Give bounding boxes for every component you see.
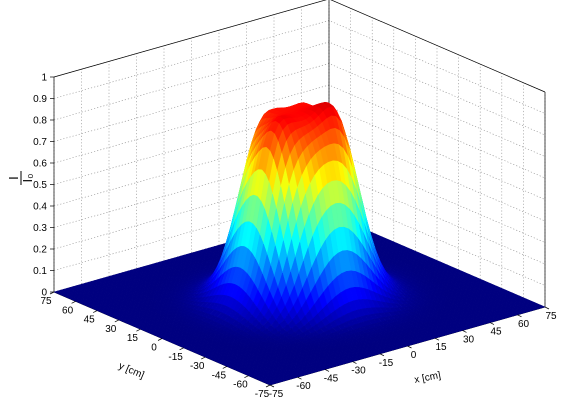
x-tick-label: 0 — [411, 350, 417, 361]
z-tick-label: 0.5 — [33, 180, 47, 191]
y-tick-mark — [201, 356, 206, 360]
y-tick-mark — [71, 300, 76, 304]
y-tick-label: -60 — [233, 380, 248, 391]
y-tick-label: 0 — [151, 343, 157, 354]
z-tick-label: 0.2 — [33, 245, 47, 256]
x-tick-label: 60 — [518, 319, 530, 330]
y-tick-mark — [179, 347, 184, 351]
z-tick-label: 0.6 — [33, 159, 47, 170]
y-tick-mark — [265, 384, 271, 388]
axis-ticks: -75 -60 -45 -30 -15 0 15 30 45 60 75 -75 -60 -45 -30 -1… — [33, 73, 557, 401]
y-tick-label: -45 — [212, 370, 227, 381]
x-tick-mark — [407, 345, 412, 349]
z-axis-label-denominator: I₀ — [20, 173, 35, 182]
x-tick-mark — [517, 314, 522, 318]
y-tick-mark — [222, 366, 227, 369]
x-tick-label: 45 — [490, 327, 502, 338]
y-tick-label: 60 — [62, 305, 74, 316]
z-tick-label: 0.9 — [33, 94, 47, 105]
x-tick-mark — [489, 322, 495, 325]
x-tick-label: -30 — [351, 366, 366, 377]
x-tick-mark — [352, 361, 357, 364]
y-tick-mark — [136, 328, 141, 332]
x-tick-mark — [544, 306, 550, 310]
x-tick-label: 15 — [435, 342, 447, 353]
y-tick-label: 45 — [84, 315, 96, 326]
y-tick-label: 15 — [127, 333, 139, 344]
z-tick-label: 0.3 — [33, 223, 47, 234]
y-tick-label: -30 — [190, 361, 205, 372]
x-tick-label: -45 — [324, 373, 339, 384]
y-tick-label: -15 — [168, 352, 183, 363]
y-tick-mark — [114, 319, 119, 323]
x-tick-label: -15 — [379, 358, 394, 369]
z-axis-label-numerator: I — [6, 176, 21, 180]
y-tick-label: 30 — [105, 324, 117, 335]
z-tick-label: 0.8 — [33, 116, 47, 127]
surface-mesh — [53, 102, 546, 386]
z-axis-label: I I₀ — [6, 171, 35, 185]
y-tick-label: 75 — [40, 296, 52, 307]
x-tick-label: 75 — [545, 311, 557, 322]
y-tick-label: -75 — [255, 389, 270, 400]
x-tick-mark — [462, 330, 467, 333]
z-tick-label: 1 — [41, 73, 47, 84]
x-tick-mark — [379, 353, 385, 357]
y-tick-mark — [93, 310, 98, 313]
z-tick-label: 0 — [41, 288, 47, 299]
y-tick-mark — [244, 375, 249, 379]
z-tick-label: 0.7 — [33, 137, 47, 148]
z-tick-label: 0.1 — [33, 266, 47, 277]
x-tick-mark — [269, 384, 275, 388]
x-tick-mark — [434, 337, 440, 341]
x-tick-mark — [324, 369, 330, 372]
x-tick-label: -60 — [296, 381, 311, 392]
y-tick-mark — [157, 338, 163, 341]
x-tick-mark — [297, 376, 302, 380]
y-axis-label: y [cm] — [117, 361, 146, 382]
x-axis-label: x [cm] — [413, 370, 441, 386]
x-tick-label: 30 — [463, 334, 475, 345]
z-tick-label: 0.4 — [33, 202, 47, 213]
x-tick-label: -75 — [269, 389, 284, 400]
